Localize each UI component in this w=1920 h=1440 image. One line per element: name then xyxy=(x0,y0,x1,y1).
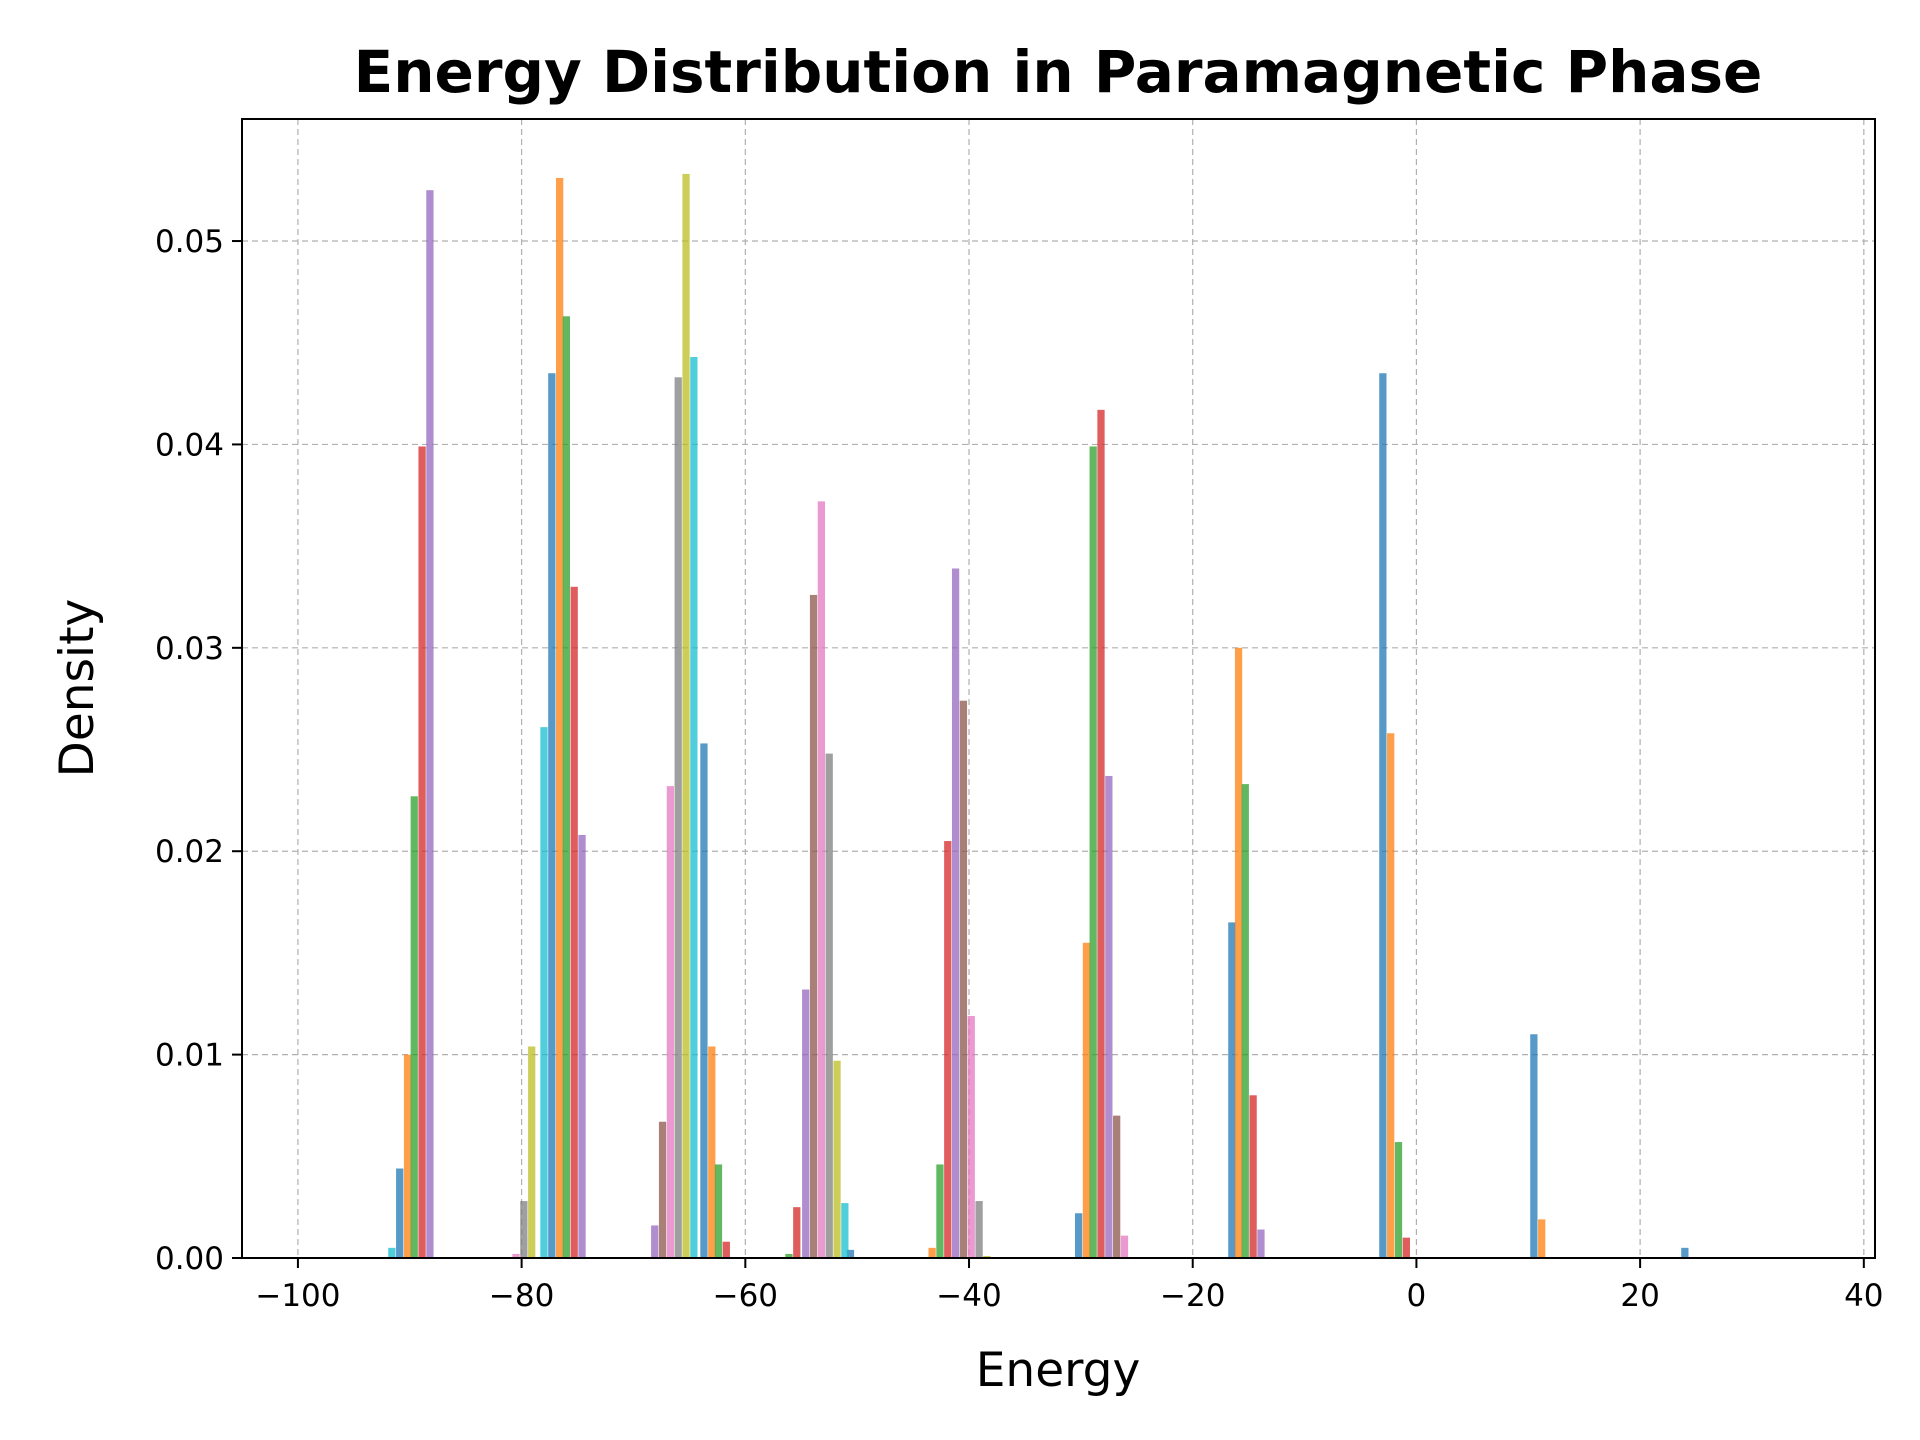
histogram-bar xyxy=(708,1046,716,1258)
histogram-bar xyxy=(714,1164,723,1258)
histogram-bar xyxy=(540,727,548,1258)
x-tick-label: −100 xyxy=(255,1278,340,1314)
x-tick-label: 0 xyxy=(1407,1278,1427,1314)
histogram-bar xyxy=(512,1253,520,1258)
x-tick-label: −20 xyxy=(1160,1278,1225,1314)
y-tick-label: 0.00 xyxy=(155,1241,224,1277)
x-tick-label: 20 xyxy=(1620,1278,1659,1314)
histogram-bar xyxy=(700,743,708,1258)
y-tick-label: 0.05 xyxy=(155,224,224,260)
histogram-bar xyxy=(410,796,418,1258)
histogram-bar xyxy=(1538,1219,1546,1258)
x-axis-label: Energy xyxy=(976,1343,1141,1398)
histogram-bar xyxy=(785,1253,793,1258)
histogram-bar xyxy=(658,1121,667,1258)
x-tick-label: −80 xyxy=(489,1278,554,1314)
histogram-bar xyxy=(1257,1229,1265,1258)
histogram-bar xyxy=(936,1164,944,1258)
histogram-bar xyxy=(722,1241,730,1258)
histogram-bar xyxy=(817,501,826,1259)
histogram-bar xyxy=(1234,647,1243,1258)
histogram-bar xyxy=(674,377,682,1258)
histogram-bar xyxy=(928,1247,936,1258)
histogram-bar xyxy=(1241,784,1249,1258)
histogram-bar xyxy=(841,1203,849,1258)
histogram-bar xyxy=(520,1201,528,1258)
histogram-bar xyxy=(975,1201,983,1258)
histogram-bar xyxy=(1082,942,1091,1258)
histogram-bar xyxy=(548,373,556,1258)
histogram-bar xyxy=(426,190,434,1258)
histogram-bar xyxy=(967,1015,975,1258)
histogram-bar xyxy=(418,446,426,1258)
histogram-bar xyxy=(1402,1237,1410,1258)
histogram-bar xyxy=(951,568,960,1258)
y-axis-label: Density xyxy=(50,599,105,778)
histogram-bar xyxy=(983,1255,991,1258)
histogram-bar xyxy=(403,1054,412,1258)
histogram-bar xyxy=(570,586,578,1258)
histogram-bar xyxy=(578,834,586,1258)
histogram-bar xyxy=(1394,1142,1403,1258)
histogram-bar xyxy=(666,786,675,1258)
bars xyxy=(388,173,1689,1259)
histogram-bar xyxy=(809,594,818,1258)
histogram-bar xyxy=(1228,922,1236,1258)
y-tick-label: 0.01 xyxy=(155,1038,224,1074)
histogram-bar xyxy=(396,1168,404,1258)
histogram-bar xyxy=(959,700,968,1258)
histogram-bar xyxy=(1530,1034,1538,1258)
histogram-bar xyxy=(833,1060,841,1258)
histogram-bar xyxy=(1681,1247,1689,1258)
histogram-bar xyxy=(1387,733,1395,1258)
axis-ticks: −100 −80 −60 −40 −20 0 20 40 0.00 0.01 0.02 0.03 0.0… xyxy=(155,224,1884,1314)
histogram-bar xyxy=(528,1046,536,1258)
histogram-bar xyxy=(556,177,564,1259)
grid xyxy=(242,119,1875,1259)
y-tick-label: 0.02 xyxy=(155,834,224,870)
histogram-bar xyxy=(690,356,698,1259)
histogram-bar xyxy=(1120,1235,1129,1258)
x-tick-label: 40 xyxy=(1844,1278,1883,1314)
histogram-bar xyxy=(793,1207,801,1258)
x-tick-label: −60 xyxy=(713,1278,778,1314)
histogram-bar xyxy=(1113,1115,1121,1258)
histogram-bar xyxy=(825,753,833,1258)
y-tick-label: 0.04 xyxy=(155,427,224,463)
histogram-bar xyxy=(562,316,570,1258)
x-tick-label: −40 xyxy=(936,1278,1001,1314)
histogram-bar xyxy=(1379,373,1387,1258)
histogram-bar xyxy=(802,989,810,1258)
histogram-bar xyxy=(388,1247,396,1258)
histogram-bar xyxy=(1249,1095,1257,1258)
plot-frame xyxy=(241,118,1876,1259)
histogram-bar xyxy=(1089,446,1097,1258)
y-tick-label: 0.03 xyxy=(155,631,224,667)
histogram-bar xyxy=(1105,775,1113,1258)
histogram-bar xyxy=(846,1249,855,1258)
histogram-bar xyxy=(944,841,952,1258)
histogram-bar xyxy=(1074,1213,1083,1258)
histogram-bar xyxy=(682,173,690,1259)
histogram-bar xyxy=(651,1225,659,1258)
histogram-bar xyxy=(1097,409,1105,1258)
chart-title: Energy Distribution in Paramagnetic Phas… xyxy=(354,38,1763,106)
